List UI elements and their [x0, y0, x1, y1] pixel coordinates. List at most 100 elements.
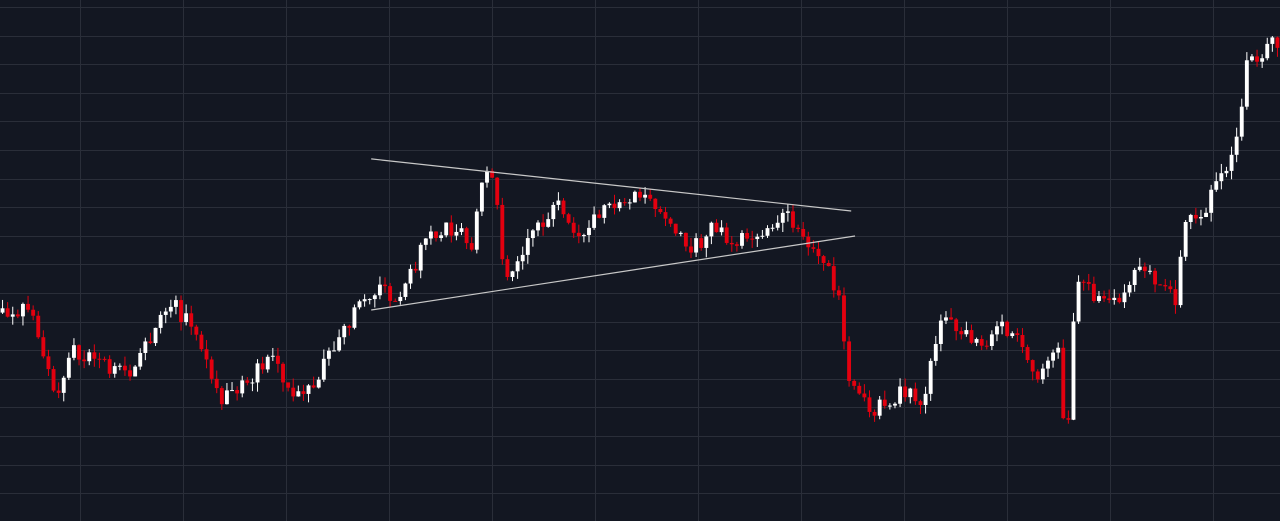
candle-body — [1178, 256, 1183, 306]
candles — [0, 36, 1280, 424]
candle-body — [163, 311, 168, 315]
candle-body — [867, 397, 872, 412]
candle-body — [801, 228, 806, 237]
candle-body — [444, 222, 449, 236]
candle-body — [485, 170, 489, 183]
candle-body — [1040, 368, 1045, 380]
candle-body — [816, 248, 821, 257]
candle-body — [949, 317, 954, 320]
candle-body — [984, 345, 989, 347]
candle-body — [316, 379, 321, 388]
candle-body — [219, 388, 224, 405]
candle-body — [428, 231, 433, 239]
candle-body — [898, 386, 903, 404]
candle-body — [87, 352, 92, 362]
candle-body — [938, 320, 943, 344]
candle-body — [979, 339, 984, 346]
candle-body — [515, 261, 520, 272]
candle-body — [791, 211, 795, 228]
candle-body — [112, 366, 117, 374]
candle-body — [1122, 292, 1127, 303]
candle-body — [123, 365, 127, 371]
candle-body — [546, 219, 551, 227]
candle-body — [362, 299, 367, 302]
candle-body — [1076, 281, 1081, 322]
candle-body — [612, 203, 617, 209]
candle-body — [770, 227, 775, 229]
candle-body — [270, 355, 275, 357]
candle-body — [1239, 106, 1244, 137]
candle-body — [21, 303, 25, 317]
candle-body — [1153, 270, 1157, 285]
candle-body — [1188, 214, 1193, 222]
candle-body — [1086, 282, 1091, 284]
candle-body — [403, 283, 408, 297]
candle-body — [56, 390, 61, 393]
candle-body — [82, 359, 87, 362]
candle-body — [337, 337, 342, 351]
trendlines — [371, 158, 856, 311]
candle-body — [326, 350, 331, 359]
candle-body — [377, 284, 382, 296]
candle-body — [245, 380, 250, 383]
candle-body — [173, 300, 178, 307]
candle-body — [719, 227, 724, 233]
candle-body — [729, 242, 734, 245]
candle-body — [413, 268, 418, 271]
candle-body — [500, 204, 505, 260]
candle-body — [954, 319, 959, 332]
candle-body — [296, 391, 301, 397]
candle-body — [1137, 266, 1142, 270]
candle-body — [780, 212, 785, 223]
candle-body — [842, 295, 846, 342]
candle-body — [1173, 289, 1178, 306]
candle-body — [709, 222, 714, 237]
candle-body — [423, 238, 428, 245]
candle-body — [745, 233, 750, 239]
candle-body — [1244, 60, 1249, 107]
candle-body — [933, 343, 938, 361]
candle-body — [306, 385, 311, 394]
candle-body — [643, 194, 648, 198]
candle-body — [632, 191, 637, 203]
candle-body — [1112, 297, 1117, 301]
candle-body — [653, 198, 658, 210]
candle-body — [102, 358, 107, 360]
candle-body — [1030, 360, 1035, 372]
candle-body — [765, 228, 770, 236]
candle-body — [265, 356, 270, 370]
candle-body — [1071, 321, 1076, 420]
candle-body — [893, 403, 897, 406]
candle-body — [286, 382, 291, 388]
candle-body — [148, 341, 153, 344]
candle-body — [434, 231, 438, 238]
candle-body — [536, 222, 540, 231]
candle-body — [658, 209, 663, 213]
candle-body — [1061, 347, 1066, 419]
candle-body — [5, 308, 10, 317]
candle-body — [760, 235, 765, 237]
candle-body — [699, 238, 704, 248]
candle-body — [1132, 269, 1137, 285]
candle-body — [964, 330, 969, 335]
candle-body — [755, 236, 760, 240]
candle-body — [714, 222, 719, 233]
candle-body — [15, 314, 20, 317]
candle-body — [204, 349, 209, 360]
candle-body — [607, 203, 612, 206]
candle-body — [41, 337, 46, 357]
candle-body — [490, 170, 495, 178]
candle-body — [128, 370, 132, 377]
candle-body — [821, 256, 826, 263]
candle-body — [887, 405, 892, 407]
candle-body — [1051, 352, 1056, 361]
candle-body — [46, 356, 51, 370]
candle-body — [1097, 296, 1101, 302]
candle-body — [250, 382, 255, 384]
candle-body — [541, 222, 546, 227]
candle-body — [678, 232, 683, 234]
candle-body — [602, 205, 607, 218]
